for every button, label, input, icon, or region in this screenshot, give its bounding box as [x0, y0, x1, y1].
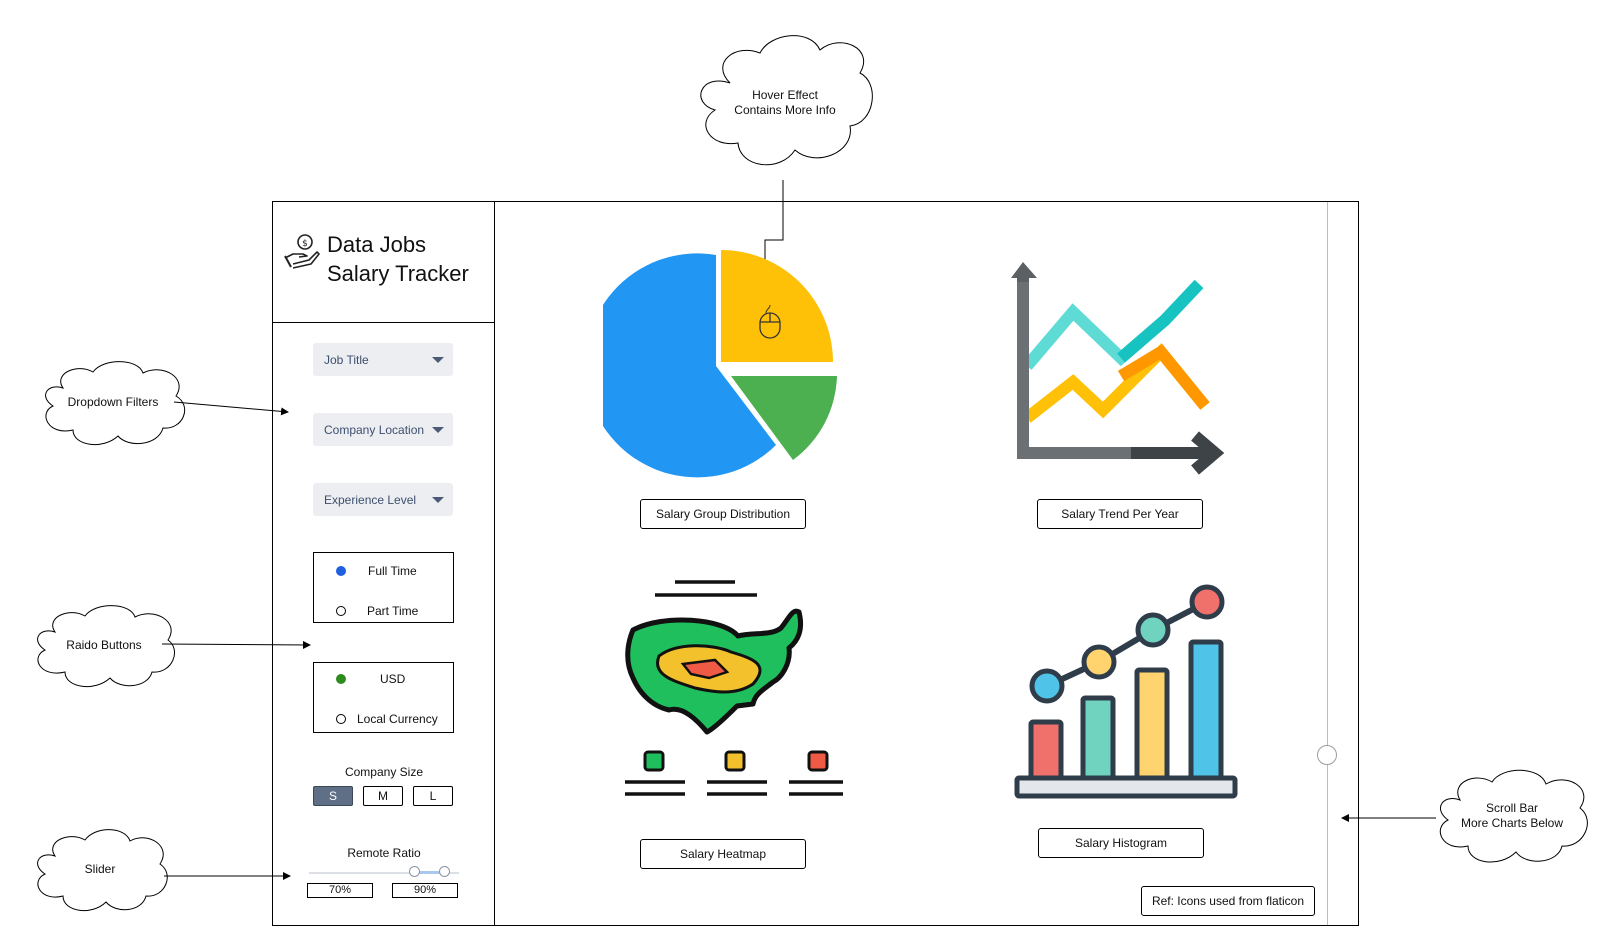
company-location-dropdown[interactable]: Company Location [313, 413, 453, 446]
radio-local-currency-label: Local Currency [357, 712, 438, 726]
slider-annotation-text: Slider [84, 861, 116, 876]
histogram-chart-caption[interactable]: Salary Histogram [1038, 828, 1204, 858]
dashboard-frame: $ Data Jobs Salary Tracker Job Title Com… [272, 201, 1359, 926]
slider-annotation-cloud: Slider [30, 826, 170, 912]
radio-full-time-label: Full Time [368, 564, 417, 578]
chevron-down-icon [432, 427, 444, 433]
scroll-annotation-line1: Scroll Bar [1485, 801, 1538, 815]
radio-usd[interactable]: USD [314, 669, 453, 689]
hover-annotation-cloud: Hover Effect Contains More Info [690, 28, 880, 178]
line-chart-icon[interactable] [1011, 258, 1237, 485]
dropdown-annotation-cloud: Dropdown Filters [38, 358, 188, 446]
remote-ratio-label: Remote Ratio [347, 846, 421, 860]
dropdown-annotation-text: Dropdown Filters [67, 394, 159, 409]
size-small-button[interactable]: S [313, 786, 353, 806]
svg-text:$: $ [302, 239, 308, 249]
mouse-icon [758, 304, 782, 344]
bar-chart-icon[interactable] [1011, 582, 1241, 807]
money-hand-icon: $ [283, 234, 321, 275]
scrollbar-thumb[interactable] [1317, 745, 1337, 765]
radio-local-currency[interactable]: Local Currency [314, 709, 453, 729]
chevron-down-icon [432, 497, 444, 503]
pie-chart-caption[interactable]: Salary Group Distribution [640, 499, 806, 529]
app-title: Data Jobs Salary Tracker [327, 230, 469, 288]
dropdown-arrow [173, 401, 289, 416]
size-large-button[interactable]: L [413, 786, 453, 806]
radio-dot-full-time[interactable] [336, 566, 346, 576]
reference-note: Ref: Icons used from flaticon [1141, 886, 1315, 916]
radio-dot-local-currency[interactable] [336, 714, 346, 724]
brand-header: $ Data Jobs Salary Tracker [273, 202, 494, 323]
radio-full-time[interactable]: Full Time [314, 561, 453, 581]
radio-usd-label: USD [380, 672, 406, 686]
radio-part-time-label: Part Time [367, 604, 419, 618]
remote-ratio-slider-track[interactable] [309, 872, 459, 874]
pie-chart-icon[interactable] [585, 250, 837, 487]
scroll-annotation-cloud: Scroll Bar More Charts Below [1432, 766, 1592, 866]
employment-type-radio-group: Full Time Part Time [313, 552, 454, 623]
radio-dot-part-time[interactable] [336, 606, 346, 616]
job-title-dropdown-label: Job Title [324, 353, 369, 367]
currency-radio-group: USD Local Currency [313, 662, 454, 733]
radio-arrow [161, 640, 311, 649]
chevron-down-icon [432, 357, 444, 363]
radio-dot-usd[interactable] [336, 674, 346, 684]
hover-annotation-line1: Hover Effect [752, 88, 818, 102]
scroll-annotation-line2: More Charts Below [1460, 816, 1564, 830]
experience-level-dropdown-label: Experience Level [324, 493, 417, 507]
job-title-dropdown[interactable]: Job Title [313, 343, 453, 376]
hover-annotation-line2: Contains More Info [734, 103, 836, 117]
scrollbar-track[interactable] [1327, 202, 1328, 925]
remote-ratio-min-value[interactable]: 70% [307, 883, 373, 898]
remote-ratio-max-handle[interactable] [438, 866, 450, 877]
radio-annotation-cloud: Raido Buttons [30, 602, 178, 688]
experience-level-dropdown[interactable]: Experience Level [313, 483, 453, 516]
radio-annotation-text: Raido Buttons [66, 637, 142, 652]
heatmap-chart-caption[interactable]: Salary Heatmap [640, 839, 806, 869]
sidebar: $ Data Jobs Salary Tracker Job Title Com… [273, 202, 495, 925]
remote-ratio-min-handle[interactable] [408, 866, 420, 877]
company-location-dropdown-label: Company Location [324, 423, 425, 437]
remote-ratio-slider-range [414, 871, 444, 874]
us-heatmap-icon[interactable] [603, 578, 849, 811]
company-size-label: Company Size [344, 765, 424, 779]
app-title-line1: Data Jobs [327, 232, 427, 257]
remote-ratio-max-value[interactable]: 90% [392, 883, 458, 898]
radio-part-time[interactable]: Part Time [314, 601, 453, 621]
trend-chart-caption[interactable]: Salary Trend Per Year [1037, 499, 1203, 529]
app-title-line2: Salary Tracker [327, 261, 469, 286]
size-medium-button[interactable]: M [363, 786, 403, 806]
